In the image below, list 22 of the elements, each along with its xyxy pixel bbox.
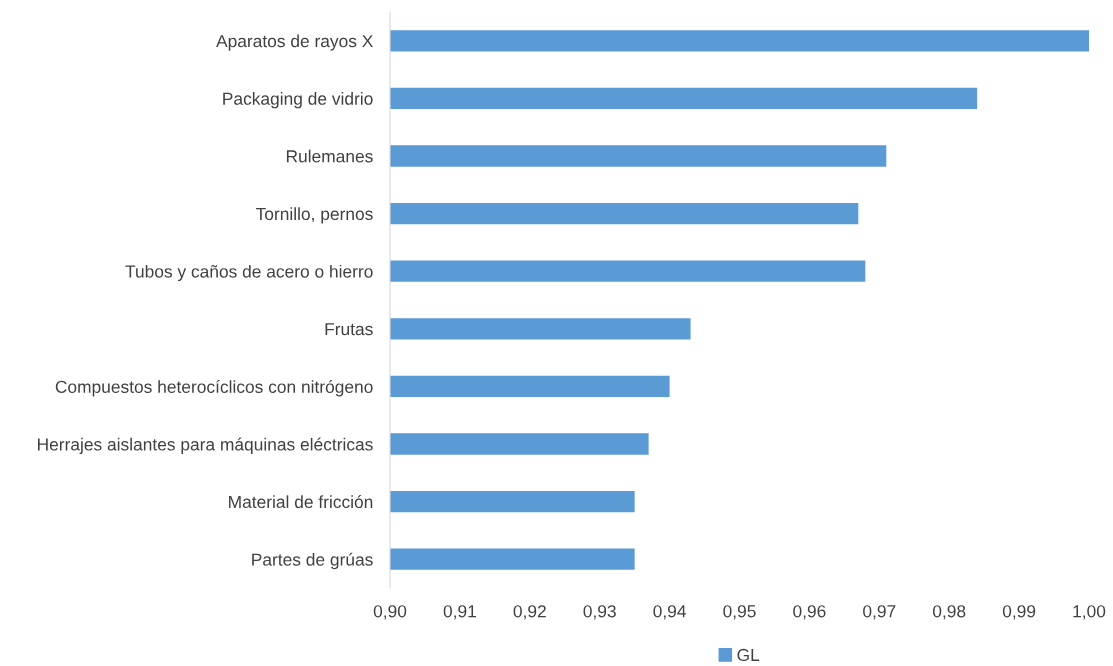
y-tick-label: Material de fricción [229,495,373,509]
x-tick-label: 0,96 [793,605,826,620]
x-tick-label: 0,99 [1002,605,1036,620]
y-tick-label: Herrajes aislantes para máquinas eléctricas [38,437,373,454]
y-tick-label: Rulemanes [286,149,373,163]
x-tick-label: 1,00 [1073,605,1106,620]
x-tick-label: 0,95 [723,605,756,620]
x-tick-label: 0,93 [583,605,616,620]
y-tick-label: Tubos y caños de acero o hierro [125,264,373,282]
y-tick-label: Tornillo, pernos [256,207,373,224]
x-tick-label: 0,98 [932,605,966,620]
x-tick-label: 0,91 [443,605,476,620]
y-tick-label: Packaging de vidrio [223,92,373,109]
x-tick-label: 0,97 [863,605,896,620]
x-tick-label: 0,90 [373,605,407,620]
x-tick-label: 0,92 [513,605,546,620]
y-tick-label: Partes de grúas [252,552,373,570]
y-tick-label: Frutas [325,323,373,336]
legend-label: GL [737,648,760,662]
x-tick-label: 0,94 [653,605,686,620]
y-tick-label: Aparatos de rayos X [216,34,373,51]
y-tick-label: Compuestos heterocíclicos con nitrógeno [55,380,373,397]
